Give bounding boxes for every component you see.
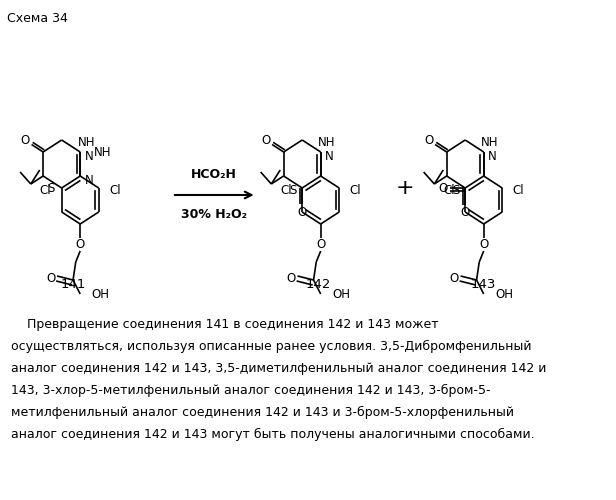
Text: Cl: Cl (109, 184, 121, 196)
Text: O: O (286, 272, 296, 284)
Text: 141: 141 (60, 278, 86, 291)
Text: N: N (325, 150, 334, 162)
Text: 142: 142 (306, 278, 331, 291)
Text: NH: NH (78, 136, 95, 148)
Text: S: S (290, 184, 297, 198)
Text: O: O (261, 134, 270, 147)
Text: Cl: Cl (349, 184, 361, 196)
Text: O: O (439, 182, 448, 194)
Text: OH: OH (332, 288, 351, 302)
Text: Cl: Cl (444, 184, 455, 196)
Text: O: O (46, 272, 55, 284)
Text: O: O (450, 272, 459, 284)
Text: S: S (47, 182, 55, 194)
Text: 30% H₂O₂: 30% H₂O₂ (180, 208, 247, 222)
Text: +: + (396, 178, 415, 198)
Text: Превращение соединения 141 в соединения 142 и 143 может: Превращение соединения 141 в соединения … (10, 318, 439, 331)
Text: Схема 34: Схема 34 (7, 12, 68, 25)
Text: 143, 3-хлор-5-метилфенильный аналог соединения 142 и 143, 3-бром-5-: 143, 3-хлор-5-метилфенильный аналог соед… (10, 384, 490, 397)
Text: NH: NH (481, 136, 499, 148)
Text: осуществляться, используя описанные ранее условия. 3,5-Дибромфенильный: осуществляться, используя описанные ране… (10, 340, 531, 353)
Text: HCO₂H: HCO₂H (191, 168, 237, 181)
Text: NH: NH (94, 146, 111, 158)
Text: метилфенильный аналог соединения 142 и 143 и 3-бром-5-хлорфенильный: метилфенильный аналог соединения 142 и 1… (10, 406, 514, 419)
Text: Cl: Cl (280, 184, 292, 196)
Text: Cl: Cl (513, 184, 524, 196)
Text: S: S (453, 184, 460, 198)
Text: OH: OH (495, 288, 513, 302)
Text: N: N (84, 174, 94, 186)
Text: аналог соединения 142 и 143, 3,5-диметилфенильный аналог соединения 142 и: аналог соединения 142 и 143, 3,5-диметил… (10, 362, 546, 375)
Text: O: O (424, 134, 434, 147)
Text: NH: NH (318, 136, 336, 148)
Text: OH: OH (92, 288, 110, 302)
Text: O: O (76, 238, 85, 250)
Text: O: O (316, 238, 325, 250)
Text: 143: 143 (471, 278, 496, 291)
Text: аналог соединения 142 и 143 могут быть получены аналогичными способами.: аналог соединения 142 и 143 могут быть п… (10, 428, 534, 441)
Text: O: O (461, 206, 470, 220)
Text: N: N (488, 150, 497, 162)
Text: O: O (21, 134, 30, 147)
Text: Cl: Cl (40, 184, 51, 196)
Text: O: O (479, 238, 488, 250)
Text: O: O (298, 206, 307, 218)
Text: N: N (84, 150, 94, 162)
